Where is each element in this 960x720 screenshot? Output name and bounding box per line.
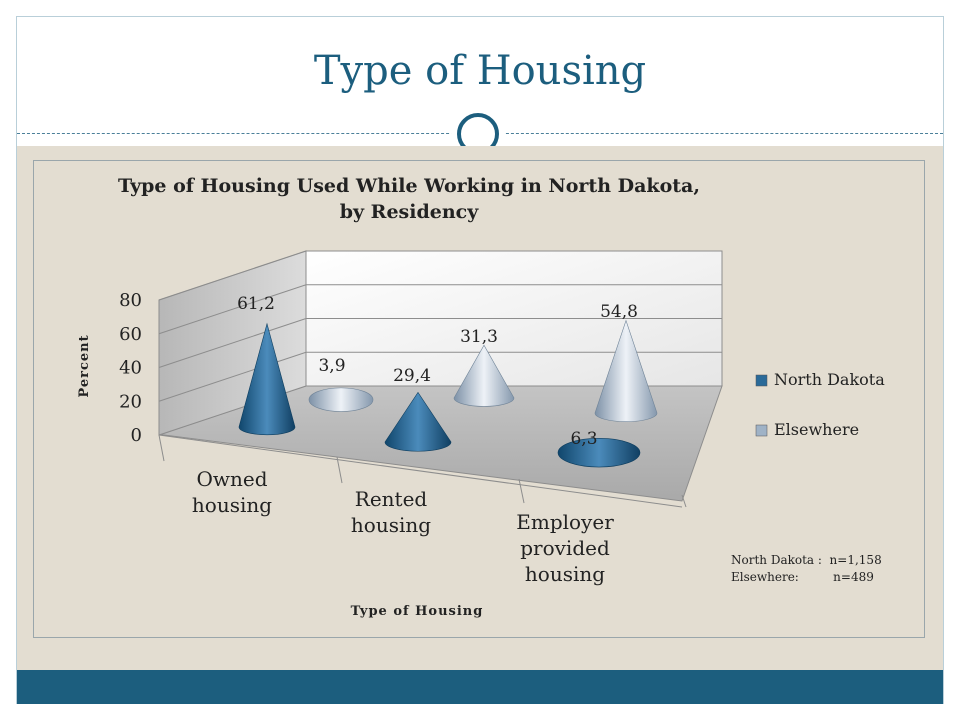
cone-north-dakota <box>384 391 452 452</box>
category-divider <box>336 456 343 484</box>
category-label: Employer <box>516 510 614 534</box>
chart-container: Type of Housing Used While Working in No… <box>33 160 925 638</box>
y-tick-label: 80 <box>119 290 142 311</box>
data-labels: 61,2 29,4 6,3 3,9 31,3 54,8 <box>237 294 638 449</box>
legend: North Dakota Elsewhere <box>755 370 885 439</box>
footer-bar <box>17 670 943 704</box>
category-label: housing <box>351 513 431 537</box>
data-label: 29,4 <box>393 366 431 386</box>
y-axis: 0 20 40 60 80 <box>119 290 142 446</box>
category-divider <box>518 478 525 504</box>
y-tick-label: 40 <box>119 358 142 379</box>
y-axis-title: Percent <box>77 334 92 397</box>
y-tick-label: 20 <box>119 391 142 412</box>
category-divider <box>681 494 687 508</box>
category-label: provided <box>520 536 610 560</box>
category-label: housing <box>192 493 272 517</box>
chart-title-line2: by Residency <box>340 201 479 223</box>
category-label: Owned <box>196 467 267 491</box>
category-divider <box>158 434 165 462</box>
category-label: housing <box>525 562 605 586</box>
cone-north-dakota <box>557 438 641 468</box>
cone-elsewhere <box>453 344 515 407</box>
sample-note-elsewhere: Elsewhere: n=489 <box>731 570 874 584</box>
cone-chart: Type of Housing Used While Working in No… <box>77 175 885 619</box>
x-axis-title: Type of Housing <box>351 604 484 619</box>
data-label: 6,3 <box>570 429 597 449</box>
legend-swatch <box>755 374 768 387</box>
gridline <box>158 284 722 335</box>
data-label: 61,2 <box>237 294 275 314</box>
floor-front-edge <box>158 434 683 508</box>
data-label: 54,8 <box>600 302 638 322</box>
gridline <box>158 250 722 301</box>
legend-swatch <box>755 424 768 437</box>
data-label: 31,3 <box>460 327 498 347</box>
cone-elsewhere <box>594 319 658 422</box>
slide-title: Type of Housing <box>313 48 647 94</box>
y-tick-label: 0 <box>131 425 142 446</box>
gridline <box>158 351 722 402</box>
legend-label: North Dakota <box>774 370 885 389</box>
legend-label: Elsewhere <box>774 420 859 439</box>
cone-series <box>238 319 658 468</box>
cone-elsewhere <box>308 387 374 412</box>
cone-north-dakota <box>238 322 296 436</box>
y-tick-label: 60 <box>119 324 142 345</box>
sample-note-north-dakota: North Dakota : n=1,158 <box>731 553 882 567</box>
chart-title: Type of Housing Used While Working in No… <box>118 175 700 197</box>
data-label: 3,9 <box>318 356 345 376</box>
gridline <box>158 318 722 368</box>
category-label: Rented <box>355 487 428 511</box>
